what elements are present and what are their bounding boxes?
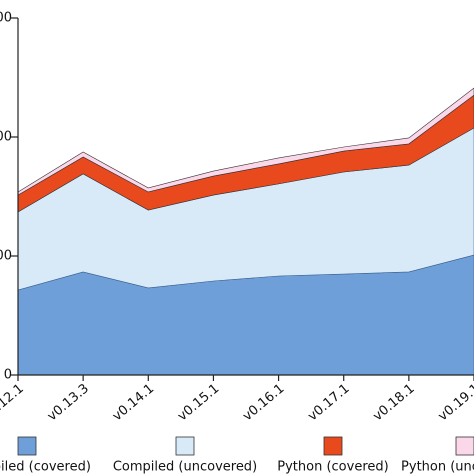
legend-swatch: [17, 436, 37, 456]
x-tick-label: v0.15.1: [175, 381, 222, 424]
legend-label: Python (uncovered): [401, 460, 474, 474]
y-tick-label: 1000: [0, 130, 12, 145]
legend-swatch: [455, 436, 474, 456]
y-tick-label: 0: [4, 368, 12, 383]
x-tick-label: v0.18.1: [370, 381, 417, 424]
y-tick-label: 500: [0, 249, 12, 264]
y-tick-label: 1500: [0, 11, 12, 26]
x-tick-label: v0.16.1: [240, 381, 287, 424]
x-tick-label: v0.14.1: [110, 381, 157, 424]
x-tick-label: v0.13.3: [45, 381, 92, 424]
legend-swatch: [323, 436, 343, 456]
legend-label: Compiled (uncovered): [113, 460, 257, 474]
x-tick-label: v0.19.1: [436, 381, 474, 424]
legend-label: Python (covered): [277, 460, 388, 474]
legend-label: Compiled (covered): [0, 460, 91, 474]
x-tick-label: v0.12.1: [0, 381, 27, 424]
legend-swatch: [175, 436, 195, 456]
area: [17, 87, 474, 196]
x-tick-label: v0.17.1: [305, 381, 352, 424]
